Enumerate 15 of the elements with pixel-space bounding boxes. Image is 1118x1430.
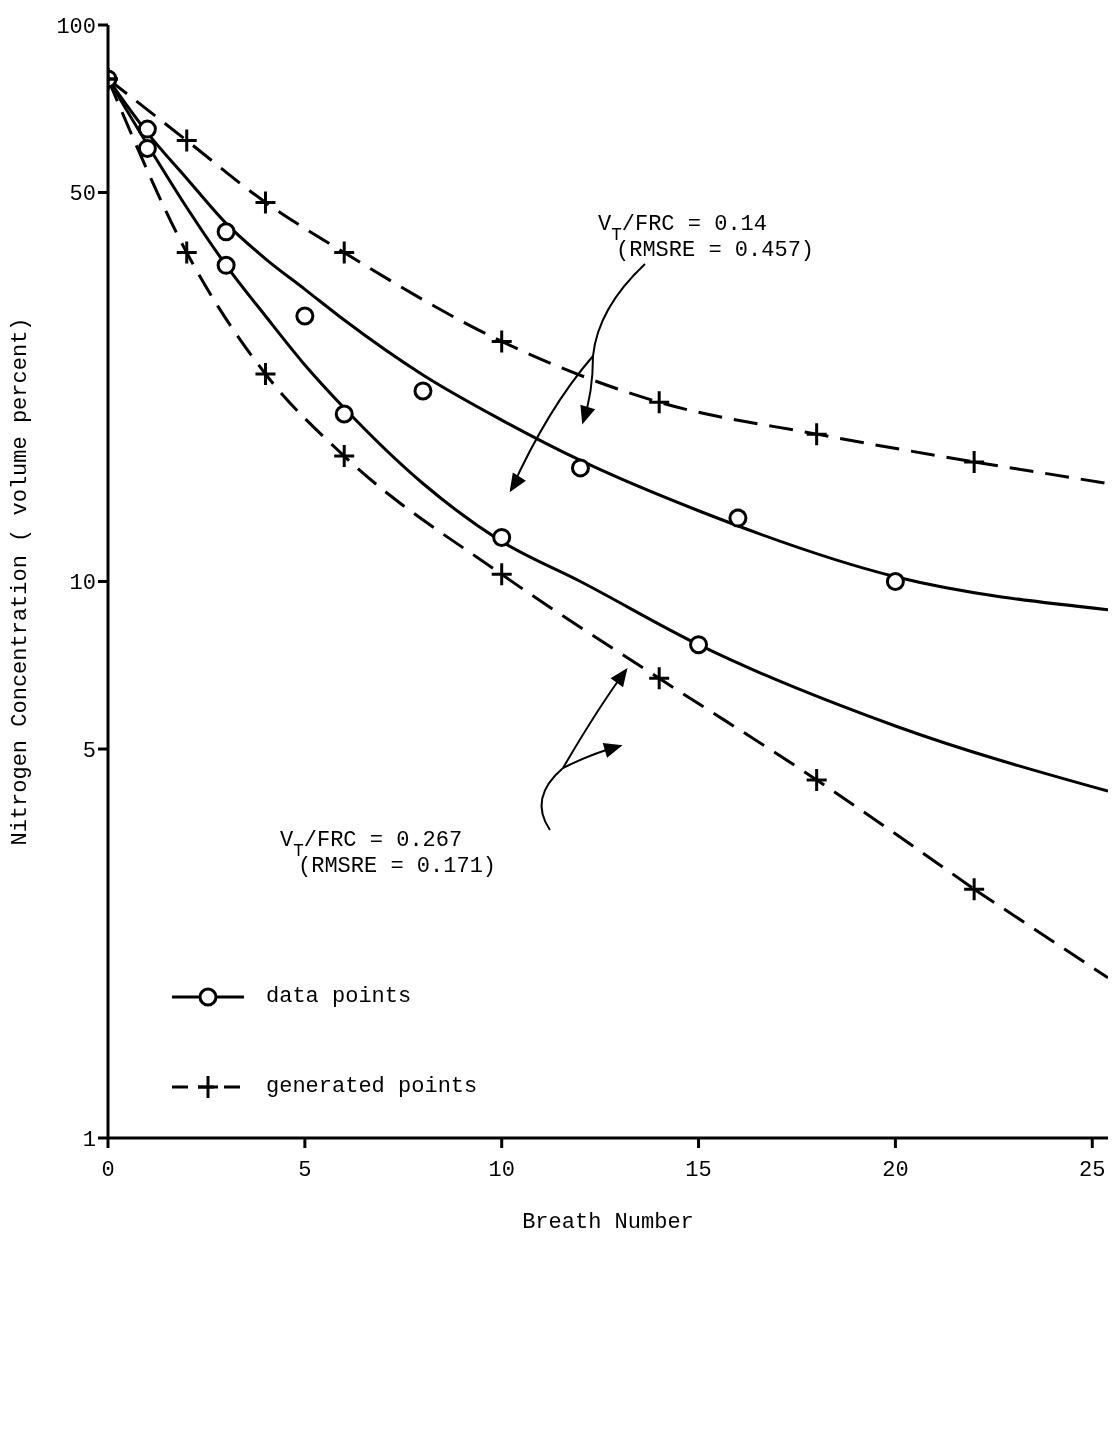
x-tick-label: 5 bbox=[298, 1157, 312, 1183]
y-tick-label: 5 bbox=[82, 738, 96, 764]
x-axis-title: Breath Number bbox=[522, 1210, 694, 1235]
x-tick-label: 25 bbox=[1079, 1157, 1106, 1183]
y-axis-title: Nitrogen Concentration ( volume percent) bbox=[7, 317, 33, 846]
x-tick-label: 10 bbox=[488, 1157, 515, 1183]
x-tick-label: 20 bbox=[882, 1157, 909, 1183]
x-tick-label: 15 bbox=[685, 1157, 712, 1183]
legend-label: data points bbox=[266, 984, 412, 1010]
x-tick-label: 0 bbox=[101, 1157, 115, 1183]
y-tick-label: 1 bbox=[82, 1127, 96, 1153]
legend-label: generated points bbox=[266, 1074, 478, 1100]
y-tick-label: 100 bbox=[56, 14, 96, 40]
y-tick-label: 50 bbox=[69, 182, 96, 208]
y-tick-label: 10 bbox=[69, 571, 96, 597]
